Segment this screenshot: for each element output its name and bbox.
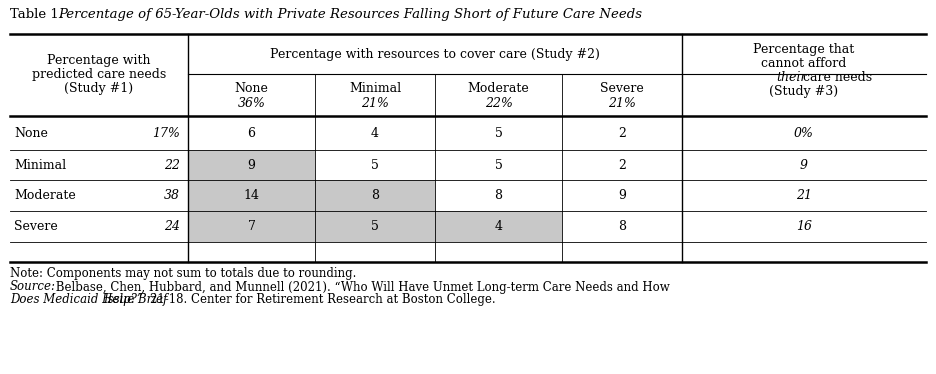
Text: Belbase, Chen, Hubbard, and Munnell (2021). “Who Will Have Unmet Long-term Care : Belbase, Chen, Hubbard, and Munnell (202… [52,280,670,294]
Text: None: None [14,126,48,140]
Text: 38: 38 [164,189,180,202]
Text: 22: 22 [164,159,180,172]
Text: 6: 6 [247,126,256,140]
Bar [315,180,435,211]
Text: 2: 2 [618,126,626,140]
Text: 5: 5 [371,159,379,172]
Text: (Study #3): (Study #3) [769,85,839,98]
Text: 21%: 21% [361,96,389,110]
Text: 21%: 21% [608,96,636,110]
Text: Percentage with resources to cover care (Study #2): Percentage with resources to cover care … [271,47,600,61]
Text: 21-18. Center for Retirement Research at Boston College.: 21-18. Center for Retirement Research at… [150,294,496,307]
Bar [435,211,562,242]
Text: care needs: care needs [799,71,872,83]
Text: 4: 4 [494,220,503,233]
Text: 8: 8 [618,220,626,233]
Text: 9: 9 [247,159,256,172]
Text: None: None [235,82,269,95]
Text: predicted care needs: predicted care needs [32,67,166,80]
Text: 36%: 36% [238,96,266,110]
Text: Issue Brief: Issue Brief [103,294,168,307]
Text: Percentage that: Percentage that [753,43,855,55]
Text: 8: 8 [494,189,503,202]
Text: Percentage of 65-Year-Olds with Private Resources Falling Short of Future Care N: Percentage of 65-Year-Olds with Private … [58,7,642,21]
Text: (Study #1): (Study #1) [65,82,134,95]
Text: 5: 5 [371,220,379,233]
Text: Severe: Severe [14,220,58,233]
Text: Percentage with: Percentage with [47,53,151,67]
Bar [315,211,435,242]
Text: their: their [776,71,807,83]
Text: Minimal: Minimal [349,82,401,95]
Text: Moderate: Moderate [468,82,530,95]
Text: 17%: 17% [153,126,180,140]
Text: 22%: 22% [485,96,512,110]
Text: 9: 9 [800,159,808,172]
Text: 2: 2 [618,159,626,172]
Text: Moderate: Moderate [14,189,76,202]
Text: 16: 16 [796,220,812,233]
Text: 24: 24 [164,220,180,233]
Text: Note: Components may not sum to totals due to rounding.: Note: Components may not sum to totals d… [10,267,357,280]
Text: Does Medicaid Help?”: Does Medicaid Help?” [10,294,143,307]
Text: Table 1.: Table 1. [10,7,67,21]
Text: 0%: 0% [794,126,814,140]
Text: 8: 8 [371,189,379,202]
Text: Minimal: Minimal [14,159,66,172]
Text: 5: 5 [494,159,503,172]
Bar [188,150,315,180]
Text: Severe: Severe [600,82,644,95]
Text: 4: 4 [371,126,379,140]
Text: cannot afford: cannot afford [761,56,847,70]
Text: 21: 21 [796,189,812,202]
Bar [188,180,315,211]
Text: 14: 14 [243,189,259,202]
Text: Source:: Source: [10,280,56,294]
Bar [188,211,315,242]
Text: 9: 9 [618,189,626,202]
Text: 5: 5 [494,126,503,140]
Text: 7: 7 [247,220,256,233]
